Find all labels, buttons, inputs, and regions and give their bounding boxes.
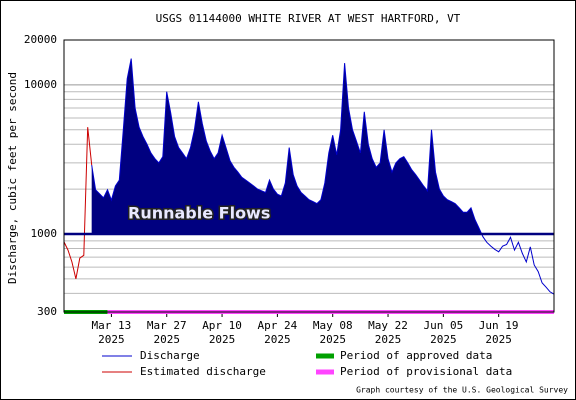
x-tick-year: 2025 — [98, 333, 125, 346]
x-tick-label: Apr 10 — [202, 319, 242, 332]
x-tick-label: Jun 05 — [423, 319, 463, 332]
legend-label: Discharge — [140, 349, 200, 362]
legend-label: Period of provisional data — [340, 365, 512, 378]
x-tick-year: 2025 — [153, 333, 180, 346]
y-tick-label: 300 — [37, 305, 57, 318]
series-line — [91, 58, 555, 295]
x-tick-year: 2025 — [319, 333, 346, 346]
x-tick-year: 2025 — [375, 333, 402, 346]
credit: Graph courtesy of the U.S. Geological Su… — [356, 386, 568, 395]
x-tick-year: 2025 — [264, 333, 291, 346]
y-tick-label: 10000 — [24, 78, 57, 91]
y-tick-label: 20000 — [24, 33, 57, 46]
x-tick-year: 2025 — [485, 333, 512, 346]
x-tick-year: 2025 — [209, 333, 236, 346]
y-tick-label: 1000 — [31, 227, 58, 240]
series-line — [63, 127, 93, 280]
x-tick-label: May 08 — [313, 319, 353, 332]
area-fill — [91, 58, 482, 235]
x-tick-label: May 22 — [368, 319, 408, 332]
chart-title: USGS 01144000 WHITE RIVER AT WEST HARTFO… — [156, 12, 461, 25]
y-axis-label: Discharge, cubic feet per second — [6, 72, 19, 284]
legend-label: Period of approved data — [340, 349, 492, 362]
x-tick-label: Mar 13 — [92, 319, 132, 332]
x-tick-label: Mar 27 — [147, 319, 187, 332]
plot-border — [63, 39, 555, 313]
annotation: Runnable Flows — [128, 204, 270, 223]
x-tick-label: Apr 24 — [258, 319, 298, 332]
legend-label: Estimated discharge — [140, 365, 266, 378]
x-tick-year: 2025 — [430, 333, 457, 346]
x-tick-label: Jun 19 — [479, 319, 519, 332]
